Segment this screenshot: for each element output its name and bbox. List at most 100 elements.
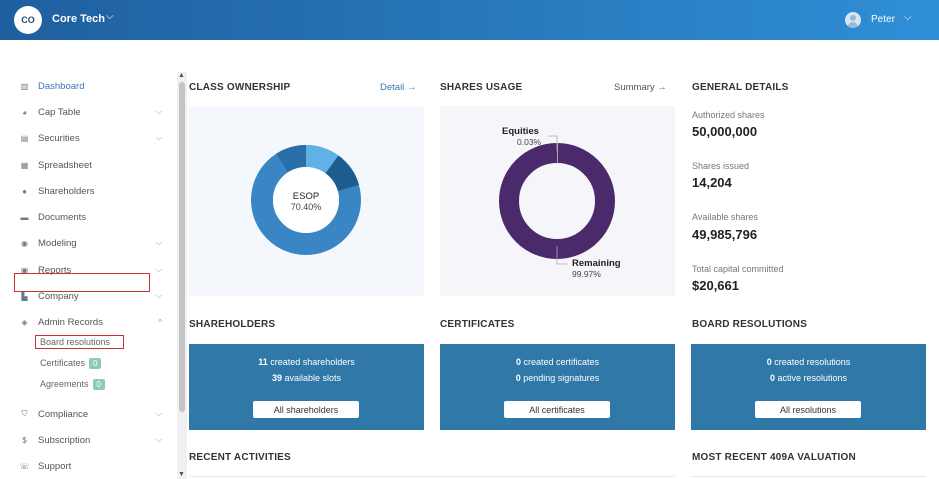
chevron-down-icon[interactable]: ⌵ — [904, 12, 912, 23]
scroll-thumb[interactable] — [179, 82, 185, 412]
sidebar-item-label: Company — [38, 290, 79, 302]
sidebar-item-modeling[interactable]: ◉ Modeling ⌵ — [20, 234, 170, 252]
report-icon: ▣ — [20, 265, 29, 275]
donut-center-label: ESOP — [292, 191, 320, 202]
donut-segment-remaining[interactable] — [499, 143, 615, 259]
count-value: 11 — [258, 357, 268, 367]
equities-value: 0.03% — [517, 137, 542, 147]
sidebar-item-label: Cap Table — [38, 106, 81, 118]
total-capital-value: $20,661 — [692, 278, 739, 293]
sidebar-item-label: Spreadsheet — [38, 159, 92, 171]
sidebar-subitem-board-resolutions[interactable]: Board resolutions — [40, 337, 111, 347]
chevron-down-icon[interactable]: ⌵ — [106, 11, 114, 22]
chevron-down-icon: ⌵ — [155, 291, 162, 300]
chevron-down-icon: ⌵ — [155, 107, 162, 116]
card-line: 0 pending signatures — [440, 373, 675, 383]
sidebar-item-shareholders[interactable]: ● Shareholders — [20, 182, 170, 200]
scrollbar[interactable]: ▲ ▼ — [177, 72, 187, 479]
clipboard-icon: ▤ — [20, 133, 29, 143]
sidebar-subitem-agreements[interactable]: Agreements 0 — [40, 377, 105, 391]
sidebar-item-label: Compliance — [38, 408, 89, 420]
count-value: 0 — [515, 373, 521, 383]
highlight-box — [14, 273, 150, 292]
chevron-up-icon: ^ — [158, 317, 162, 327]
card-text: created shareholders — [270, 357, 355, 367]
shareholders-title: SHAREHOLDERS — [189, 319, 276, 330]
shareholders-card: 11 created shareholders 39 available slo… — [189, 344, 424, 430]
donut-segment[interactable] — [305, 144, 339, 174]
sidebar-item-subscription[interactable]: $ Subscription ⌵ — [20, 431, 170, 449]
card-line: 0 created resolutions — [691, 357, 926, 367]
board-resolutions-title: BOARD RESOLUTIONS — [692, 319, 808, 330]
detail-link[interactable]: Detail → — [380, 82, 417, 93]
sidebar-item-documents[interactable]: ▬ Documents — [20, 208, 170, 226]
company-name[interactable]: Core Tech — [52, 13, 105, 25]
donut-hole — [273, 167, 339, 233]
sidebar-item-reports[interactable]: ▣ Reports ⌵ — [20, 261, 170, 279]
leader-line — [548, 135, 558, 151]
remaining-label: Remaining — [572, 258, 621, 269]
count-value: 39 — [271, 373, 282, 383]
count-value: 0 — [766, 357, 772, 367]
authorized-shares-value: 50,000,000 — [692, 124, 758, 139]
chevron-down-icon: ⌵ — [155, 409, 162, 418]
sidebar-item-label: Shareholders — [38, 185, 95, 197]
card-text: created certificates — [523, 357, 600, 367]
all-shareholders-button[interactable]: All shareholders — [253, 401, 359, 418]
sidebar-subitem-label: Certificates — [40, 358, 86, 368]
sidebar-item-label: Securities — [38, 132, 80, 144]
sidebar-item-support[interactable]: ☏ Support — [20, 457, 170, 475]
bulb-icon: ◉ — [21, 238, 28, 248]
sidebar-item-spreadsheet[interactable]: ▦ Spreadsheet — [20, 156, 170, 174]
sidebar-subitem-label: Agreements — [40, 379, 89, 389]
donut-center-value: 70.40% — [290, 202, 322, 212]
sidebar-item-admin-records[interactable]: ◈ Admin Records ^ — [20, 313, 170, 331]
company-avatar[interactable]: CO — [14, 6, 42, 34]
board-resolutions-card: 0 created resolutions 0 active resolutio… — [691, 344, 926, 430]
scroll-up-icon[interactable]: ▲ — [178, 72, 185, 79]
card-line: 0 created certificates — [440, 357, 675, 367]
dashboard-icon: ▥ — [20, 81, 29, 91]
user-avatar-icon[interactable] — [845, 12, 861, 28]
summary-link[interactable]: Summary → — [614, 82, 667, 93]
sidebar-item-dashboard[interactable]: ▥ Dashboard — [20, 77, 170, 95]
card-line: 0 active resolutions — [691, 373, 926, 383]
sidebar-item-label: Subscription — [38, 434, 91, 446]
certificates-card: 0 created certificates 0 pending signatu… — [440, 344, 675, 430]
count-value: 0 — [515, 357, 521, 367]
top-bar: CO Core Tech ⌵ Peter ⌵ — [0, 0, 939, 40]
sidebar-item-company[interactable]: ▙ Company ⌵ — [20, 287, 170, 305]
count-value: 0 — [769, 373, 775, 383]
dollar-icon: $ — [22, 435, 27, 445]
sidebar-item-securities[interactable]: ▤ Securities ⌵ — [20, 129, 170, 147]
sidebar-item-label: Modeling — [38, 237, 77, 249]
valuation-title: MOST RECENT 409A VALUATION — [692, 452, 856, 463]
class-ownership-panel — [189, 106, 424, 296]
recent-activities-title: RECENT ACTIVITIES — [189, 452, 291, 463]
donut-segment[interactable] — [276, 144, 307, 173]
sidebar-item-label: Dashboard — [38, 80, 85, 92]
card-line: 39 available slots — [189, 373, 424, 383]
card-text: available slots — [284, 373, 342, 383]
scroll-down-icon[interactable]: ▼ — [178, 471, 185, 478]
shares-issued-value: 14,204 — [692, 175, 732, 190]
donut-segment[interactable] — [325, 155, 360, 192]
person-icon: ● — [22, 186, 27, 196]
sidebar-item-compliance[interactable]: ⛉ Compliance ⌵ — [20, 405, 170, 423]
certificates-title: CERTIFICATES — [440, 319, 515, 330]
sidebar-subitem-certificates[interactable]: Certificates 0 — [40, 356, 102, 370]
all-resolutions-button[interactable]: All resolutions — [755, 401, 861, 418]
spreadsheet-icon: ▦ — [20, 160, 29, 170]
user-name[interactable]: Peter — [871, 14, 895, 25]
support-icon: ☏ — [19, 461, 30, 471]
records-icon: ◈ — [21, 317, 28, 327]
count-badge: 0 — [92, 378, 105, 390]
sidebar-item-cap-table[interactable]: ◕ Cap Table ⌵ — [20, 103, 170, 121]
card-text: pending signatures — [523, 373, 600, 383]
chevron-down-icon: ⌵ — [155, 238, 162, 247]
leader-line — [556, 246, 568, 265]
chevron-down-icon: ⌵ — [155, 435, 162, 444]
all-certificates-button[interactable]: All certificates — [504, 401, 610, 418]
equities-label: Equities — [502, 126, 539, 137]
count-badge: 0 — [89, 357, 102, 369]
